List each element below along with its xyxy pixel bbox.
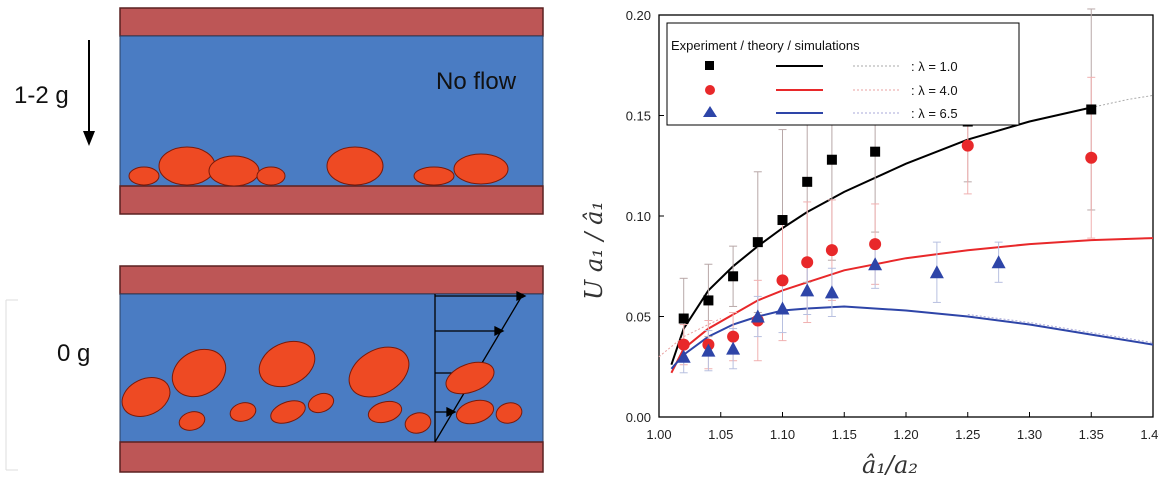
legend-box bbox=[666, 22, 1020, 126]
data-point-square bbox=[870, 146, 881, 157]
data-point-triangle bbox=[676, 349, 691, 363]
panel-bottom bbox=[119, 265, 544, 473]
data-point-triangle bbox=[750, 309, 765, 323]
legend-entry-3: : λ = 6.5 bbox=[911, 106, 958, 121]
data-point-circle bbox=[961, 139, 974, 152]
droplet bbox=[258, 340, 316, 388]
legend-entry-1: : λ = 1.0 bbox=[911, 59, 958, 74]
data-point-triangle bbox=[701, 343, 716, 357]
droplet bbox=[413, 166, 455, 186]
legend-marker-triangle bbox=[703, 106, 717, 117]
y-tick-label: 0.10 bbox=[626, 209, 651, 224]
droplet bbox=[326, 146, 384, 186]
droplet bbox=[348, 346, 410, 398]
data-point-triangle bbox=[991, 255, 1006, 269]
gravity-label-bottom: 0 g bbox=[57, 340, 90, 367]
simulation-curve bbox=[967, 314, 1154, 344]
droplet bbox=[445, 361, 495, 395]
droplet bbox=[270, 400, 306, 424]
legend-marker-square bbox=[705, 61, 714, 70]
x-tick-label: 1.10 bbox=[770, 427, 795, 442]
legend: Experiment / theory / simulations : λ = … bbox=[666, 22, 1020, 126]
bottom-drops bbox=[121, 340, 523, 434]
data-point-circle bbox=[869, 238, 882, 251]
axis-ticks: 1.00 1.05 1.10 1.15 1.20 1.25 1.30 1.35 1.40 0.00… bbox=[626, 8, 1159, 442]
top-wall-lower bbox=[119, 185, 544, 215]
y-tick-label: 0.20 bbox=[626, 8, 651, 23]
gravity-arrow-head bbox=[83, 131, 95, 146]
data-point-circle bbox=[825, 244, 838, 257]
x-tick-label: 1.15 bbox=[832, 427, 857, 442]
legend-entry-2: : λ = 4.0 bbox=[911, 83, 958, 98]
droplet bbox=[208, 155, 260, 187]
droplet bbox=[495, 402, 523, 424]
bottom-wall-lower bbox=[119, 441, 544, 473]
data-point-square bbox=[752, 237, 763, 248]
legend-header: Experiment / theory / simulations bbox=[671, 38, 860, 53]
top-drops bbox=[128, 146, 509, 187]
data-point-triangle bbox=[726, 341, 741, 355]
data-point-square bbox=[728, 271, 739, 282]
x-axis-label: â₁/a₂ bbox=[862, 451, 918, 479]
x-tick-label: 1.40 bbox=[1140, 427, 1159, 442]
droplet bbox=[171, 348, 227, 398]
data-point-triangle bbox=[929, 265, 944, 279]
droplet bbox=[121, 377, 171, 417]
simulation-curve bbox=[1091, 94, 1154, 108]
droplet bbox=[256, 166, 286, 186]
droplet bbox=[404, 412, 432, 434]
simulation-curves bbox=[658, 94, 1154, 358]
x-tick-label: 1.25 bbox=[955, 427, 980, 442]
droplet bbox=[307, 392, 335, 414]
data-point-square bbox=[802, 176, 813, 187]
x-tick-label: 1.20 bbox=[893, 427, 918, 442]
gravity-label-top: 1-2 g bbox=[14, 82, 69, 109]
data-point-circle bbox=[1085, 151, 1098, 164]
data-point-triangle bbox=[868, 257, 883, 271]
x-tick-label: 1.05 bbox=[708, 427, 733, 442]
data-point-square bbox=[826, 154, 837, 165]
legend-marker-circle bbox=[705, 85, 715, 95]
data-point-square bbox=[678, 313, 689, 324]
droplet bbox=[367, 400, 403, 424]
shear-profile bbox=[434, 290, 527, 443]
data-point-circle bbox=[801, 256, 814, 269]
chart: 1.00 1.05 1.10 1.15 1.20 1.25 1.30 1.35 1.40 0.00… bbox=[580, 8, 1159, 479]
droplet bbox=[455, 399, 495, 425]
top-wall-upper bbox=[119, 7, 544, 37]
x-tick-label: 1.00 bbox=[646, 427, 671, 442]
x-tick-label: 1.35 bbox=[1079, 427, 1104, 442]
data-point-square bbox=[1086, 104, 1097, 115]
data-point-circle bbox=[677, 338, 690, 351]
y-axis-label: U a₁ / â₁ bbox=[580, 201, 608, 300]
data-point-square bbox=[777, 215, 788, 226]
droplet bbox=[128, 166, 160, 186]
data-point-circle bbox=[727, 330, 740, 343]
y-tick-label: 0.15 bbox=[626, 109, 651, 124]
data-point-triangle bbox=[800, 283, 815, 297]
no-flow-label: No flow bbox=[436, 68, 517, 95]
bottom-wall-upper bbox=[119, 265, 544, 295]
data-point-triangle bbox=[775, 301, 790, 315]
droplet bbox=[158, 146, 216, 186]
y-tick-label: 0.00 bbox=[626, 410, 651, 425]
panel-top: No flow bbox=[119, 7, 544, 215]
data-point-triangle bbox=[824, 285, 839, 299]
droplet bbox=[178, 411, 206, 431]
droplet bbox=[229, 402, 257, 422]
data-point-square bbox=[703, 295, 714, 306]
y-tick-label: 0.05 bbox=[626, 310, 651, 325]
data-point-circle bbox=[776, 274, 789, 287]
droplet bbox=[453, 153, 509, 185]
x-tick-label: 1.30 bbox=[1017, 427, 1042, 442]
